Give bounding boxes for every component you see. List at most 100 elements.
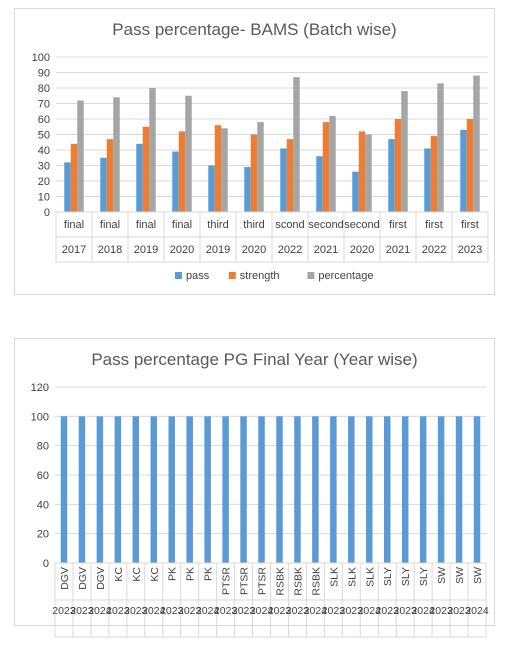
x-tick-label: SLY [418,567,430,586]
x-tick-year: 2024 [465,605,489,617]
y-tick-label: 80 [37,441,49,453]
legend-label: strength [240,270,280,282]
x-tick-label: SW [436,567,448,584]
bar-strength [106,139,114,212]
bar-value [204,416,211,563]
legend-label: pass [186,270,210,282]
bar-pass [64,162,71,212]
bar-pass [352,171,359,212]
bar-value [276,416,283,563]
y-tick-label: 120 [31,382,49,394]
x-tick-year: 2023 [394,605,418,617]
x-tick-year: 2020 [170,244,194,256]
x-tick-year: 2021 [386,244,410,256]
bar-strength [178,131,186,212]
bar-pass [388,139,395,212]
bar-strength [394,119,402,212]
x-tick-label: third [207,219,228,231]
x-tick-year: 2023 [70,605,94,617]
x-tick-year: 2023 [160,605,184,617]
y-tick-label: 0 [44,207,50,219]
x-tick-label: second [344,219,379,231]
bar-value [419,416,427,563]
y-tick-label: 90 [38,68,50,80]
x-tick-label: DGV [95,567,107,590]
bar-value [168,416,175,563]
x-tick-year: 2023 [322,605,346,617]
legend-swatch [175,272,182,279]
bar-pass [460,129,467,212]
bar-value [455,416,463,563]
x-tick-year: 2022 [422,244,446,256]
chart-title: Pass percentage- BAMS (Batch wise) [112,20,397,39]
x-tick-year: 2023 [447,605,471,617]
y-tick-label: 60 [37,470,49,482]
x-tick-label: third [243,219,264,231]
x-tick-label: PTSR [221,567,233,595]
x-tick-label: PK [185,567,197,581]
x-tick-label: scond [275,219,304,231]
x-tick-year: 2017 [62,244,86,256]
y-tick-label: 100 [31,411,49,423]
x-tick-label: RSBK [274,567,286,596]
x-tick-label: KC [149,567,161,582]
x-tick-label: PTSR [257,567,269,595]
bar-percentage [293,77,300,213]
bar-value [60,416,68,563]
x-tick-year: 2024 [88,605,112,617]
x-tick-label: RSBK [292,567,304,596]
bar-value [132,416,140,563]
bar-percentage [113,97,120,212]
y-tick-label: 20 [37,529,49,541]
bar-value [401,416,409,563]
x-tick-label: DGV [59,567,71,590]
bar-percentage [77,100,84,212]
bar-strength [214,125,222,212]
x-tick-year: 2023 [286,605,310,617]
bar-value [114,416,122,563]
x-tick-year: 2020 [242,244,266,256]
bar-value [348,416,355,563]
x-tick-year: 2023 [376,605,400,617]
x-tick-year: 2023 [52,605,76,617]
x-tick-year: 2023 [178,605,202,617]
x-tick-year: 2019 [134,244,158,256]
y-tick-label: 70 [38,99,50,111]
x-tick-year: 2023 [232,605,256,617]
bar-strength [142,126,150,212]
y-tick-label: 40 [37,499,49,511]
bar-pass [100,157,107,212]
bar-percentage [257,122,264,212]
bar-value [437,416,445,563]
bar-percentage [401,91,408,212]
bar-pass [280,148,287,212]
x-tick-year: 2023 [429,605,453,617]
bar-strength [322,122,330,212]
x-tick-label: PTSR [239,567,251,595]
bar-pass [316,156,323,212]
x-tick-label: first [425,219,443,231]
x-tick-label: KC [113,567,125,582]
x-tick-label: SW [454,567,466,584]
bar-percentage [185,95,192,212]
bar-percentage [329,115,336,212]
chart-plot-bams: 0 10 20 30 40 50 60 70 80 90 100 final 2017 final 2018… [32,52,489,282]
x-tick-label: SLY [400,567,412,586]
chart-title: Pass percentage PG Final Year (Year wise… [91,350,418,369]
x-tick-label: final [172,219,192,231]
bar-value [150,416,158,563]
bar-percentage [437,83,444,212]
y-tick-label: 50 [38,130,50,142]
bar-value [186,416,193,563]
bar-value [78,416,86,563]
bar-strength [70,143,78,212]
bar-pass [244,167,251,212]
bar-value [330,416,337,563]
x-tick-label: SLK [346,567,358,587]
legend-label: percentage [318,270,373,282]
x-tick-year: 2024 [358,605,382,617]
x-tick-year: 2023 [458,244,482,256]
x-tick-year: 2018 [98,244,122,256]
y-tick-label: 0 [43,558,49,570]
x-tick-year: 2024 [142,605,166,617]
